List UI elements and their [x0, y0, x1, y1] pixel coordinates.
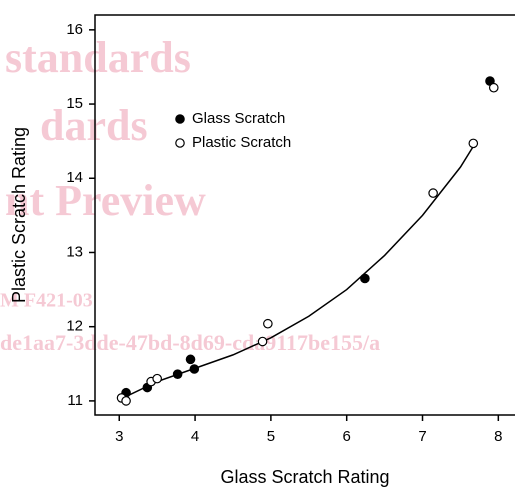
- y-tick-label: 12: [66, 318, 83, 335]
- legend-marker: [175, 114, 185, 124]
- watermark-text: de1aa7-3dde-47bd-8d69-cda9117be155/a: [0, 330, 380, 355]
- legend-marker: [175, 138, 185, 148]
- y-tick-label: 14: [66, 169, 83, 186]
- x-tick-label: 4: [191, 428, 199, 445]
- legend-label: Plastic Scratch: [192, 134, 291, 151]
- point: [172, 369, 183, 379]
- point: [428, 188, 438, 198]
- y-tick-label: 15: [66, 95, 83, 112]
- x-axis-label: Glass Scratch Rating: [220, 467, 389, 487]
- point: [488, 82, 499, 93]
- watermark-text: M F421-03: [0, 290, 93, 312]
- point: [263, 318, 273, 329]
- legend-label: Glass Scratch: [192, 110, 285, 127]
- watermark-text: nt Preview: [5, 176, 206, 225]
- x-tick-label: 6: [343, 428, 351, 445]
- y-tick-label: 16: [66, 21, 83, 38]
- y-tick-label: 11: [67, 392, 83, 409]
- y-axis-label: Plastic Scratch Rating: [9, 127, 29, 303]
- fit-curve: [121, 145, 474, 400]
- point: [257, 336, 268, 347]
- x-tick-label: 7: [418, 428, 426, 445]
- point: [185, 354, 196, 365]
- point: [189, 364, 200, 374]
- point: [121, 396, 131, 406]
- x-tick-label: 3: [115, 428, 123, 445]
- point: [468, 138, 479, 149]
- y-tick-label: 13: [66, 243, 83, 260]
- legend-box: [160, 100, 330, 158]
- point: [360, 273, 370, 284]
- point: [152, 373, 162, 384]
- plot-frame: [94, 14, 515, 416]
- x-tick-label: 5: [267, 428, 275, 445]
- x-tick-label: 8: [494, 428, 502, 445]
- watermark-text: standards: [5, 33, 191, 82]
